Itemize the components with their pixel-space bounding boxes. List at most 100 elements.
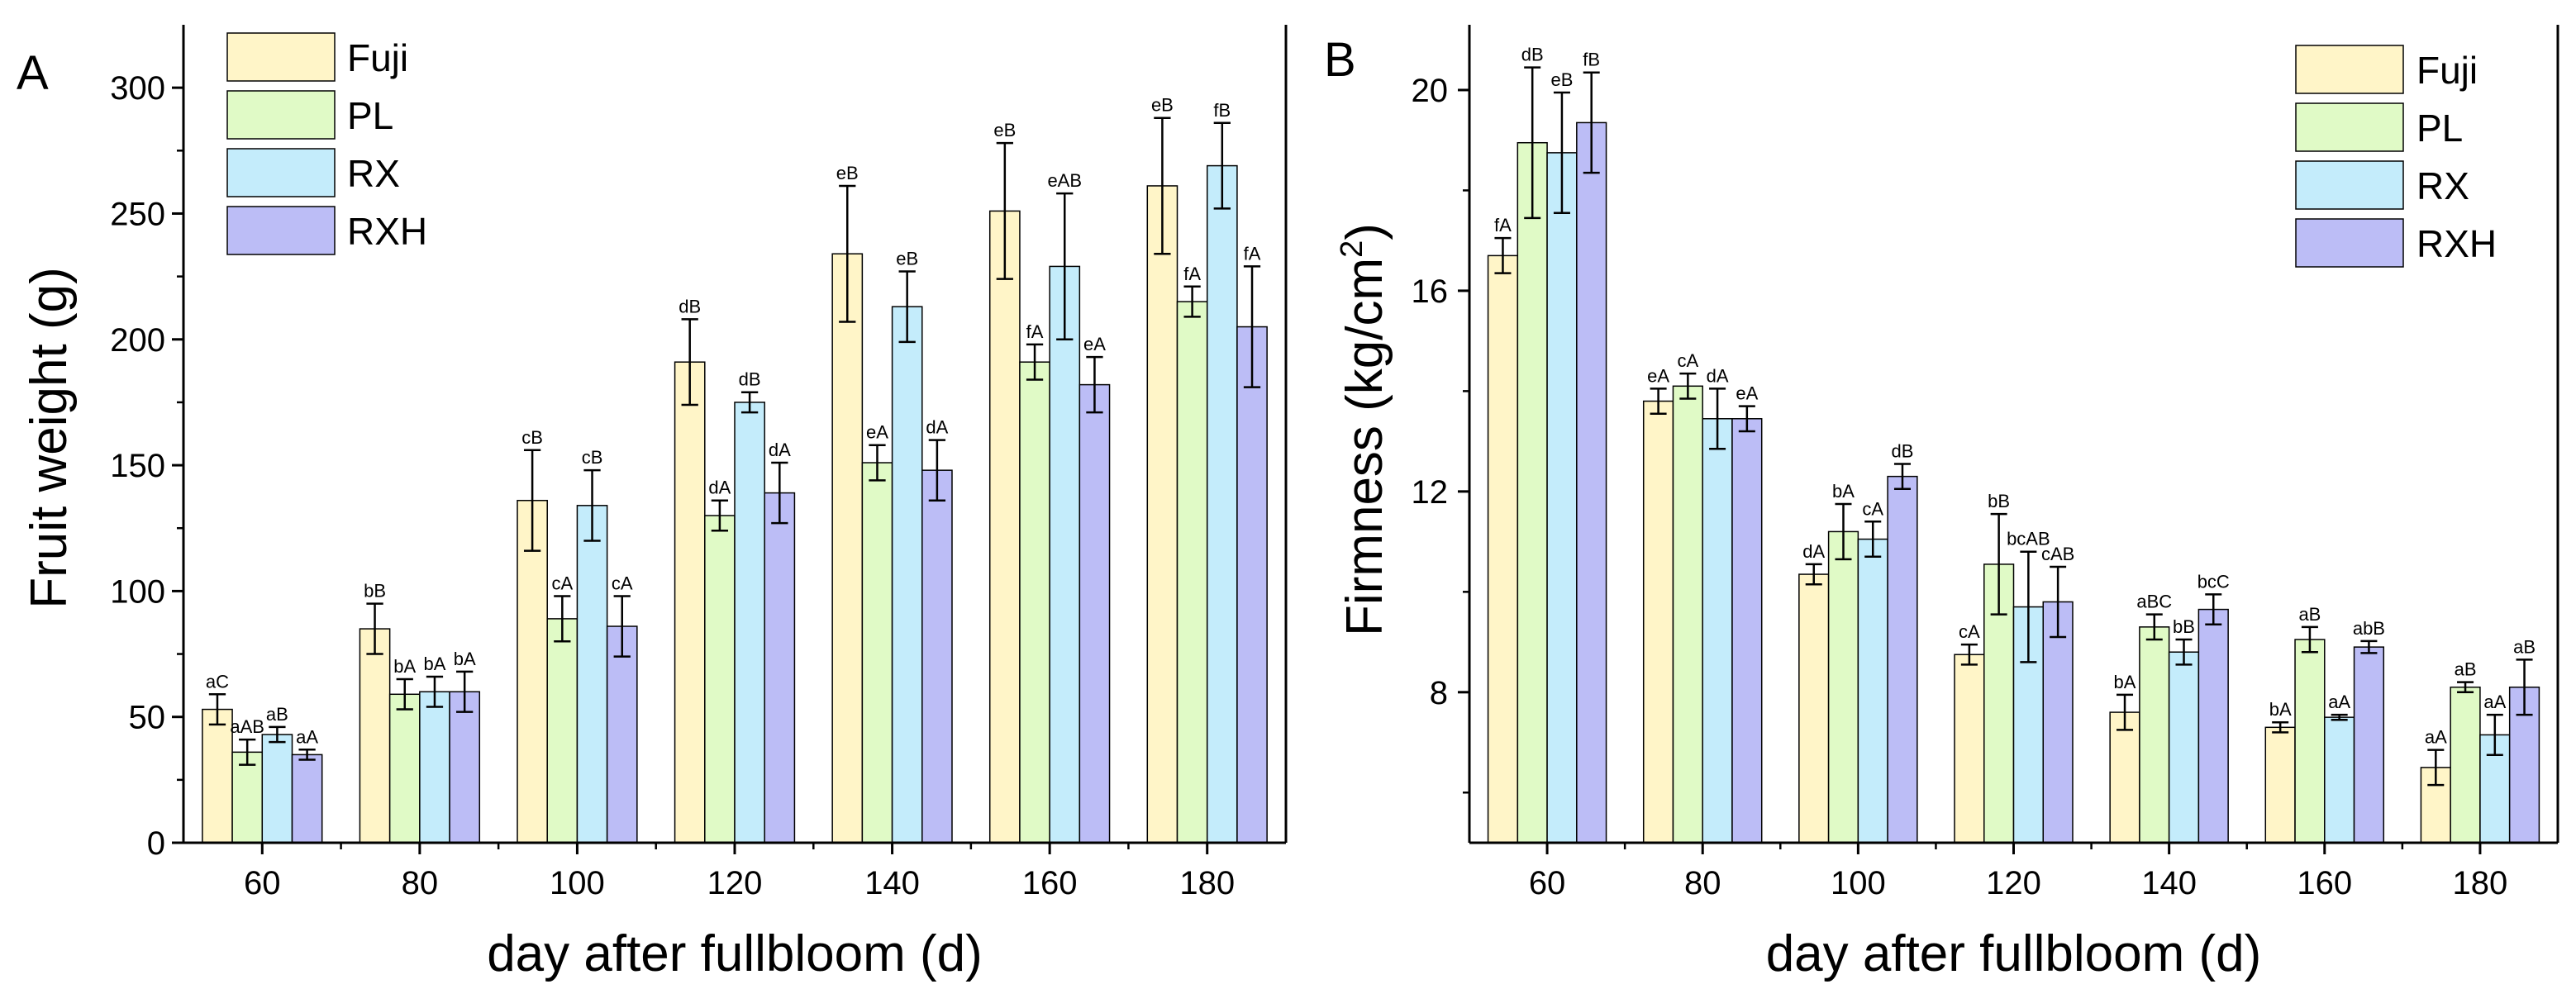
bar-fuji-140: [2109, 711, 2140, 844]
bar-pl-160: [1019, 361, 1050, 844]
bar-rx-60: [1546, 152, 1578, 844]
x-tick-label: 160: [2297, 865, 2352, 901]
significance-label: aBC: [2136, 592, 2172, 612]
x-axis-title: day after fullbloom (d): [487, 925, 983, 982]
x-tick-label: 120: [707, 865, 763, 901]
y-tick-label: 0: [147, 825, 165, 862]
y-tick-label: 150: [110, 448, 165, 484]
significance-label: fA: [1244, 243, 1261, 264]
x-tick-label: 80: [1684, 865, 1721, 901]
legend-swatch-fuji: [2295, 45, 2404, 94]
bar-fuji-160: [2264, 726, 2296, 844]
significance-label: fB: [1583, 50, 1600, 70]
significance-label: abB: [2353, 618, 2385, 639]
y-tick-label: 8: [1430, 675, 1448, 711]
significance-label: eB: [1151, 95, 1174, 116]
y-axis-title-text: Fruit weight (g): [21, 267, 78, 608]
bar-rxh-160: [2353, 646, 2385, 844]
bar-rxh-60: [291, 754, 323, 844]
bar-fuji-160: [988, 210, 1021, 844]
bar-rx-60: [261, 734, 293, 844]
y-tick-label: 100: [110, 573, 165, 610]
x-tick-label: 180: [1179, 865, 1235, 901]
legend-label-pl: PL: [2416, 107, 2463, 150]
bar-rx-100: [1857, 538, 1888, 844]
significance-label: eB: [836, 163, 859, 183]
bar-pl-100: [546, 618, 579, 844]
bar-rxh-140: [2197, 608, 2229, 844]
bar-rxh-120: [764, 492, 796, 844]
significance-label: bcC: [2197, 571, 2230, 592]
bar-rx-140: [2168, 651, 2200, 844]
y-tick-label: 200: [110, 322, 165, 359]
bar-fuji-60: [1487, 254, 1519, 844]
significance-label: dA: [1707, 365, 1729, 386]
significance-label: bA: [424, 654, 446, 674]
significance-label: bB: [2173, 616, 2195, 637]
x-tick-label: 100: [1831, 865, 1886, 901]
significance-label: aA: [2328, 692, 2350, 712]
significance-label: bA: [2114, 672, 2136, 692]
legend-swatch-rx: [226, 148, 336, 197]
significance-label: bA: [1832, 481, 1855, 502]
bar-pl-60: [1517, 141, 1548, 844]
legend-swatch-fuji: [226, 32, 336, 82]
significance-label: dB: [739, 369, 761, 390]
significance-label: cA: [612, 573, 633, 593]
significance-label: eB: [993, 120, 1016, 140]
bar-pl-80: [1672, 385, 1703, 844]
significance-label: dA: [926, 417, 948, 438]
bar-rxh-180: [1236, 326, 1268, 844]
y-tick-label: 300: [110, 70, 165, 107]
significance-label: eA: [1647, 365, 1669, 386]
legend-swatch-pl: [226, 90, 336, 140]
significance-label: dA: [708, 478, 731, 498]
panel-letter: B: [1324, 33, 1356, 87]
bar-rxh-100: [606, 625, 638, 844]
y-axis-title-superscript: 2: [1335, 240, 1369, 258]
bar-pl-140: [861, 462, 893, 844]
bar-rx-120: [734, 402, 765, 844]
bar-rx-140: [891, 306, 923, 844]
significance-label: bB: [1988, 491, 2010, 511]
bar-pl-100: [1827, 530, 1859, 844]
x-tick-label: 140: [864, 865, 920, 901]
significance-label: aB: [266, 704, 288, 725]
significance-label: aAB: [230, 716, 264, 737]
significance-label: fA: [1026, 321, 1044, 342]
legend-label-rxh: RXH: [347, 210, 427, 253]
significance-label: cAB: [2041, 544, 2074, 564]
legend-label-rx: RX: [347, 152, 400, 195]
bar-fuji-180: [1146, 185, 1178, 844]
significance-label: fA: [1183, 264, 1201, 284]
bar-fuji-60: [202, 708, 233, 844]
significance-label: eA: [866, 422, 888, 443]
bar-pl-80: [388, 693, 421, 844]
y-axis-title-suffix: ): [1336, 223, 1393, 240]
y-tick-label: 12: [1412, 474, 1449, 511]
bar-fuji-120: [1954, 654, 1985, 844]
legend-label-fuji: Fuji: [347, 36, 408, 79]
legend-label-rx: RX: [2416, 164, 2469, 207]
significance-label: cA: [1959, 621, 1980, 642]
bar-fuji-100: [1798, 573, 1830, 844]
bar-rx-80: [419, 691, 450, 844]
significance-label: dB: [679, 296, 701, 316]
significance-label: eA: [1083, 334, 1106, 354]
x-tick-label: 80: [402, 865, 439, 901]
bar-rxh-120: [2042, 601, 2074, 844]
bar-rx-80: [1702, 418, 1733, 844]
significance-label: bA: [393, 656, 416, 677]
significance-label: fA: [1494, 215, 1512, 235]
y-tick-label: 250: [110, 196, 165, 232]
y-axis-title-text: Firmness (kg/cm: [1336, 258, 1393, 636]
bar-rxh-140: [921, 469, 953, 844]
x-axis-title: day after fullbloom (d): [1766, 925, 2262, 982]
legend-label-pl: PL: [347, 94, 393, 137]
significance-label: aB: [2513, 636, 2536, 657]
significance-label: cB: [582, 447, 603, 468]
bar-pl-180: [1176, 301, 1208, 844]
bar-rx-160: [2324, 716, 2355, 844]
y-axis-title: Fruit weight (g): [21, 267, 78, 608]
